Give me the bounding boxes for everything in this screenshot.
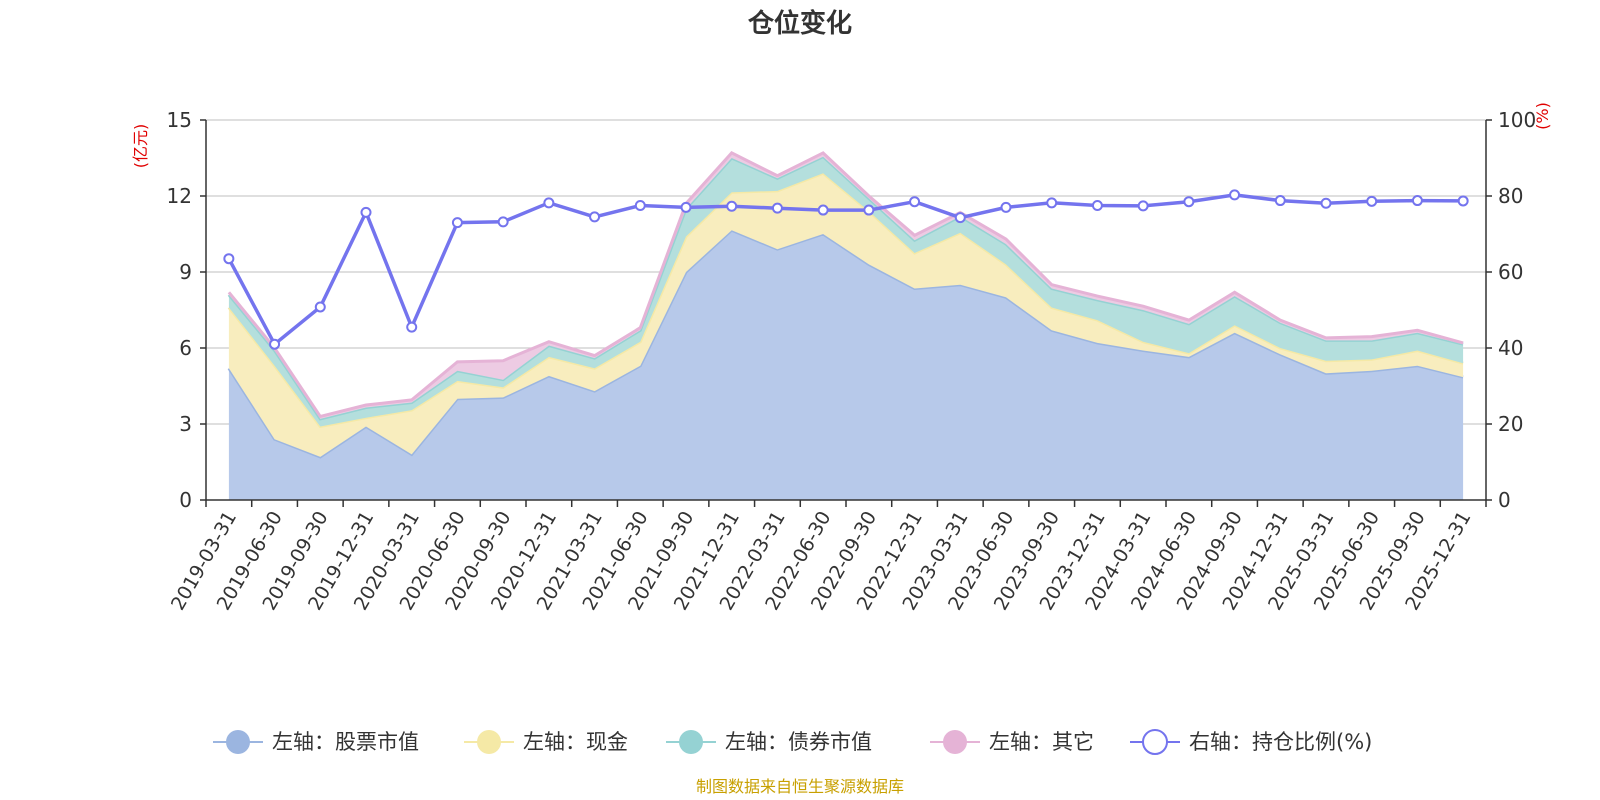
- right-tick-label: 100: [1498, 108, 1536, 132]
- ratio-point[interactable]: [451, 217, 463, 229]
- ratio-point[interactable]: [1000, 201, 1012, 213]
- right-tick-label: 40: [1498, 336, 1523, 360]
- legend[interactable]: 左轴：股票市值 左轴：现金 左轴：债券市值 左轴：其它 右轴：持仓比例(%): [213, 729, 1372, 755]
- left-tick-label: 15: [167, 108, 192, 132]
- legend-marker: [679, 730, 703, 754]
- ratio-point[interactable]: [1457, 195, 1469, 207]
- legend-item[interactable]: 右轴：持仓比例(%): [1130, 729, 1372, 755]
- legend-label: 左轴：债券市值: [725, 730, 872, 754]
- ratio-point[interactable]: [269, 338, 281, 350]
- legend-marker: [943, 730, 967, 754]
- legend-marker: [1142, 729, 1168, 755]
- legend-item[interactable]: 左轴：债券市值: [666, 730, 872, 754]
- right-tick-label: 20: [1498, 412, 1523, 436]
- right-tick-label: 0: [1498, 488, 1511, 512]
- left-tick-label: 9: [179, 260, 192, 284]
- ratio-point[interactable]: [223, 253, 235, 265]
- ratio-point[interactable]: [1320, 197, 1332, 209]
- area-layer: [227, 151, 1464, 500]
- legend-label: 左轴：现金: [523, 730, 628, 754]
- right-tick-label: 80: [1498, 184, 1523, 208]
- ratio-point[interactable]: [1229, 189, 1241, 201]
- ratio-line-layer: [223, 189, 1469, 350]
- data-source-note: 制图数据来自恒生聚源数据库: [696, 777, 904, 796]
- ratio-point[interactable]: [1274, 195, 1286, 207]
- legend-label: 左轴：其它: [989, 730, 1094, 754]
- legend-label: 左轴：股票市值: [272, 730, 419, 754]
- ratio-point[interactable]: [817, 204, 829, 216]
- legend-label: 右轴：持仓比例(%): [1189, 730, 1372, 754]
- ratio-point[interactable]: [497, 216, 509, 228]
- ratio-point[interactable]: [954, 212, 966, 224]
- ratio-point[interactable]: [406, 321, 418, 333]
- ratio-point[interactable]: [634, 200, 646, 211]
- area-band: [228, 156, 1464, 427]
- ratio-point[interactable]: [909, 196, 921, 208]
- left-tick-label: 12: [167, 184, 192, 208]
- legend-item[interactable]: 左轴：现金: [464, 730, 628, 754]
- left-tick-label: 3: [179, 412, 192, 436]
- left-tick-label: 6: [179, 336, 192, 360]
- ratio-point[interactable]: [726, 200, 738, 212]
- ratio-point[interactable]: [360, 206, 372, 218]
- legend-item[interactable]: 左轴：其它: [930, 730, 1094, 754]
- left-tick-label: 0: [179, 488, 192, 512]
- ratio-point[interactable]: [1183, 196, 1195, 208]
- ratio-point[interactable]: [1366, 195, 1378, 207]
- ratio-point[interactable]: [1411, 195, 1423, 207]
- ratio-point[interactable]: [589, 211, 601, 223]
- chart-title: 仓位变化: [747, 8, 852, 39]
- area-top-line: [227, 151, 1464, 419]
- ratio-point[interactable]: [863, 204, 875, 216]
- ratio-point[interactable]: [1091, 200, 1103, 211]
- legend-marker: [477, 730, 501, 754]
- ratio-line: [227, 193, 1464, 347]
- area-band: [228, 230, 1464, 500]
- right-axis-unit: (%): [1533, 102, 1552, 130]
- ratio-point[interactable]: [771, 202, 783, 214]
- area-band: [228, 173, 1464, 457]
- ratio-point[interactable]: [1137, 200, 1149, 212]
- ratio-point[interactable]: [543, 197, 555, 209]
- area-band: [228, 152, 1464, 419]
- ratio-point[interactable]: [680, 201, 692, 213]
- legend-item[interactable]: 左轴：股票市值: [213, 730, 419, 754]
- legend-marker: [226, 730, 250, 754]
- left-axis-unit: (亿元): [131, 124, 150, 169]
- right-tick-label: 60: [1498, 260, 1523, 284]
- ratio-point[interactable]: [314, 301, 326, 313]
- ratio-point[interactable]: [1046, 197, 1058, 209]
